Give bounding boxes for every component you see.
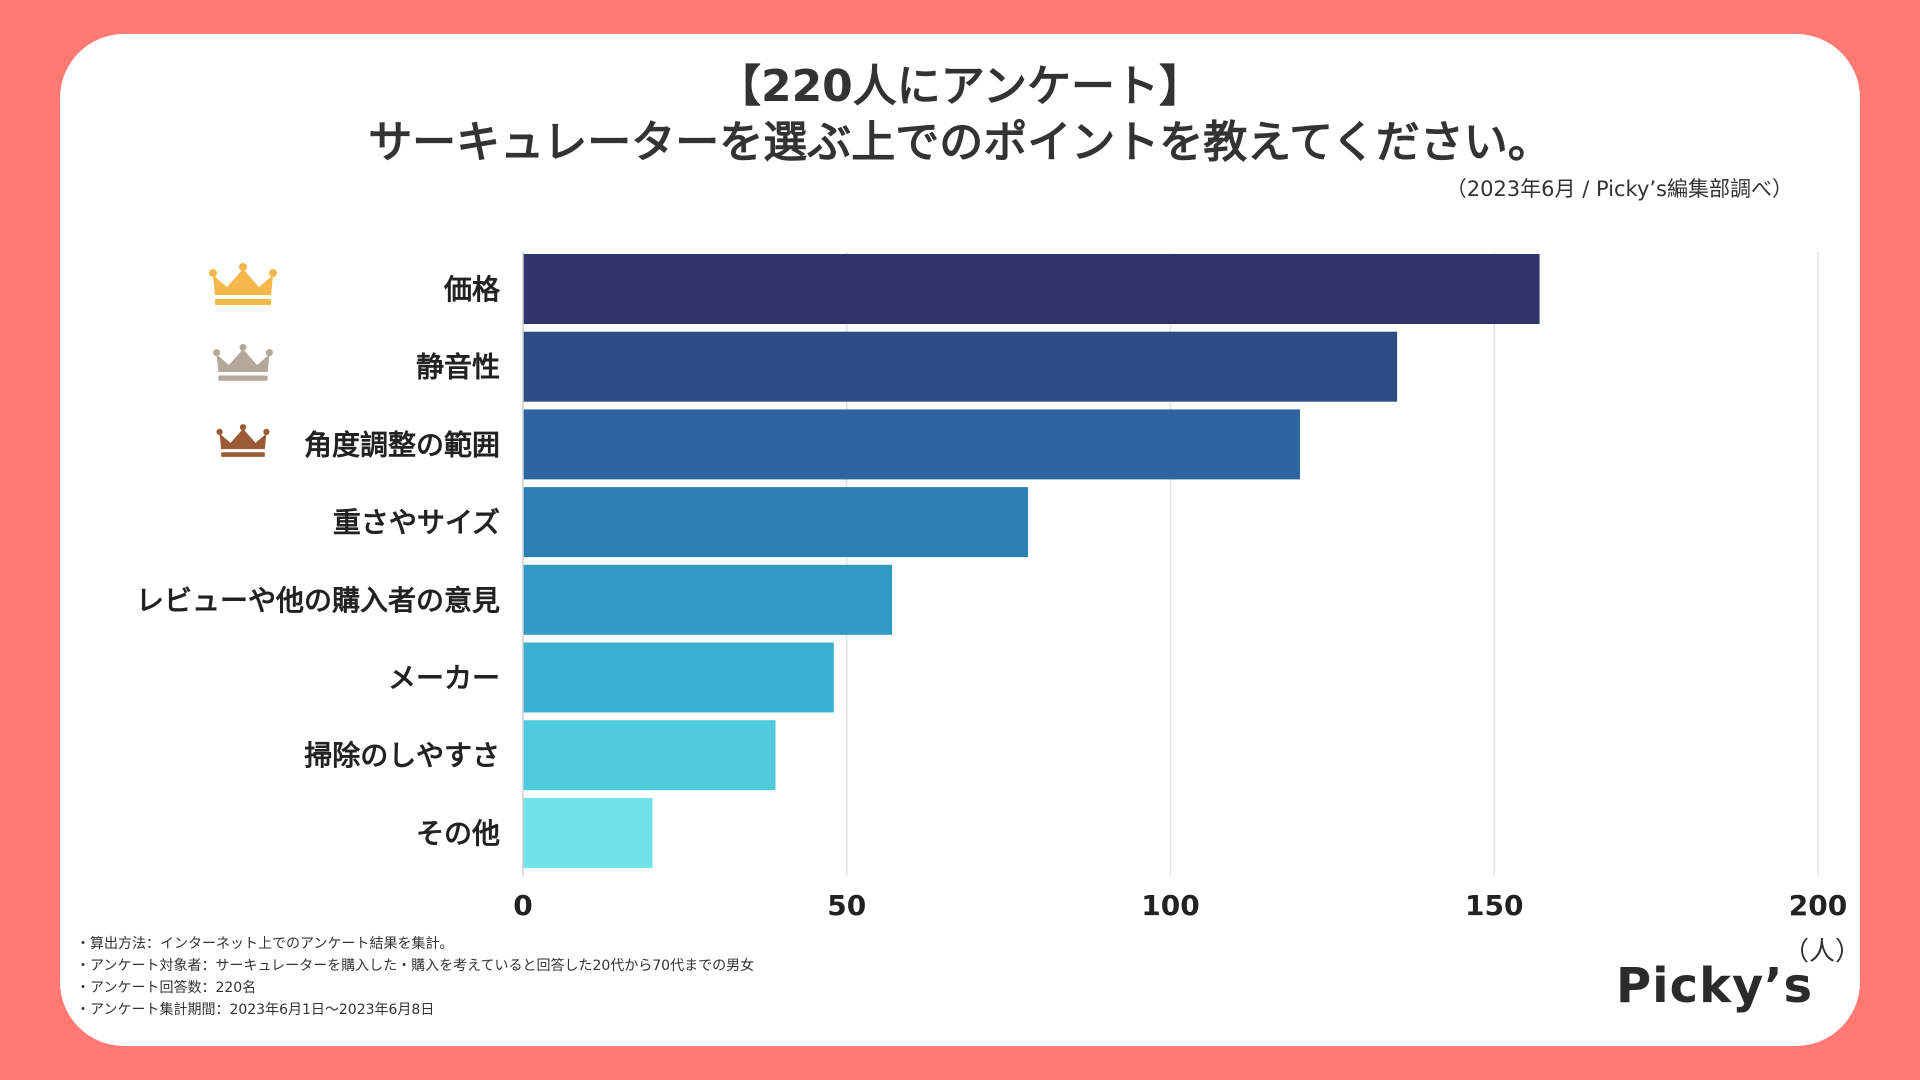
bar <box>523 564 893 635</box>
x-tick-label: 100 <box>1141 889 1199 922</box>
category-label: 静音性 <box>416 351 500 384</box>
bar <box>523 720 776 791</box>
note-period: ・アンケート集計期間：2023年6月1日〜2023年6月8日 <box>76 1002 435 1018</box>
source-note: （2023年6月 / Picky’s編集部調べ） <box>1445 177 1793 201</box>
category-label: その他 <box>416 817 500 850</box>
note-method: ・算出方法：インターネット上でのアンケート結果を集計。 <box>76 936 454 952</box>
bar <box>523 797 653 868</box>
category-label: レビューや他の購入者の意見 <box>136 584 500 617</box>
x-tick-label: 0 <box>513 889 532 922</box>
bar <box>523 487 1029 558</box>
x-tick-label: 50 <box>827 889 866 922</box>
methodology-notes: ・算出方法：インターネット上でのアンケート結果を集計。 ・アンケート対象者：サー… <box>76 933 754 1021</box>
x-tick-label: 200 <box>1789 889 1847 922</box>
silver-crown-icon <box>213 343 273 381</box>
bar <box>523 254 1540 324</box>
bronze-crown-icon <box>216 424 270 457</box>
bar <box>523 331 1398 402</box>
x-axis-unit: （人） <box>1783 937 1861 967</box>
category-label: 掃除のしやすさ <box>304 739 500 772</box>
pickys-logo: Picky’s <box>1616 958 1814 1014</box>
category-label: 重さやサイズ <box>333 506 500 539</box>
category-label: メーカー <box>388 662 500 695</box>
note-target: ・アンケート対象者：サーキュレーターを購入した・購入を考えていると回答した20代… <box>76 958 755 974</box>
bar <box>523 642 834 713</box>
chart-title-line1: 【220人にアンケート】 <box>716 61 1204 112</box>
gold-crown-icon <box>209 263 277 305</box>
x-tick-label: 150 <box>1465 889 1523 922</box>
note-count: ・アンケート回答数：220名 <box>76 980 257 996</box>
bar <box>523 409 1300 480</box>
category-label: 角度調整の範囲 <box>304 428 500 461</box>
category-label: 価格 <box>443 273 501 306</box>
chart-title-line2: サーキュレーターを選ぶ上でのポイントを教えてください。 <box>368 117 1552 168</box>
